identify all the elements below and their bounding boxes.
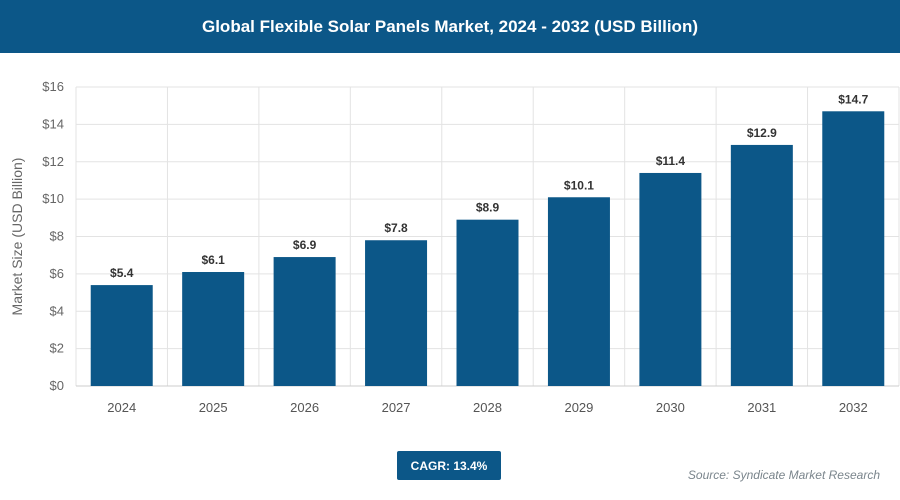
y-tick-label: $0	[50, 378, 64, 393]
x-tick-label: 2029	[564, 400, 593, 415]
bar	[547, 197, 610, 386]
x-tick-label: 2028	[473, 400, 502, 415]
x-tick-label: 2027	[382, 400, 411, 415]
data-label: $8.9	[476, 201, 500, 215]
bar	[639, 172, 702, 386]
data-label: $5.4	[110, 266, 134, 280]
data-label: $14.7	[838, 92, 868, 106]
x-tick-label: 2026	[290, 400, 319, 415]
y-tick-label: $16	[42, 79, 64, 94]
y-tick-label: $2	[50, 341, 64, 356]
y-tick-label: $12	[42, 154, 64, 169]
data-label: $11.4	[656, 154, 686, 168]
data-label: $12.9	[747, 126, 777, 140]
y-tick-label: $10	[42, 191, 64, 206]
y-tick-label: $14	[42, 116, 64, 131]
cagr-badge: CAGR: 13.4%	[397, 451, 501, 480]
data-label: $10.1	[564, 178, 594, 192]
bar	[365, 240, 428, 386]
y-axis-label: Market Size (USD Billion)	[9, 158, 25, 316]
bar	[456, 219, 519, 386]
data-label: $6.9	[293, 238, 317, 252]
data-label: $7.8	[384, 221, 408, 235]
bar	[90, 285, 153, 386]
bar	[182, 272, 245, 386]
bar	[730, 144, 793, 386]
source-note: Source: Syndicate Market Research	[687, 468, 880, 482]
x-tick-label: 2032	[839, 400, 868, 415]
bar	[273, 257, 336, 386]
data-label: $6.1	[201, 253, 225, 267]
x-tick-label: 2031	[747, 400, 776, 415]
y-tick-label: $6	[50, 266, 64, 281]
bar	[822, 111, 885, 386]
y-tick-label: $4	[50, 303, 64, 318]
x-tick-label: 2025	[199, 400, 228, 415]
x-tick-label: 2024	[107, 400, 136, 415]
x-tick-label: 2030	[656, 400, 685, 415]
chart-title: Global Flexible Solar Panels Market, 202…	[0, 0, 900, 53]
y-tick-label: $8	[50, 229, 64, 244]
